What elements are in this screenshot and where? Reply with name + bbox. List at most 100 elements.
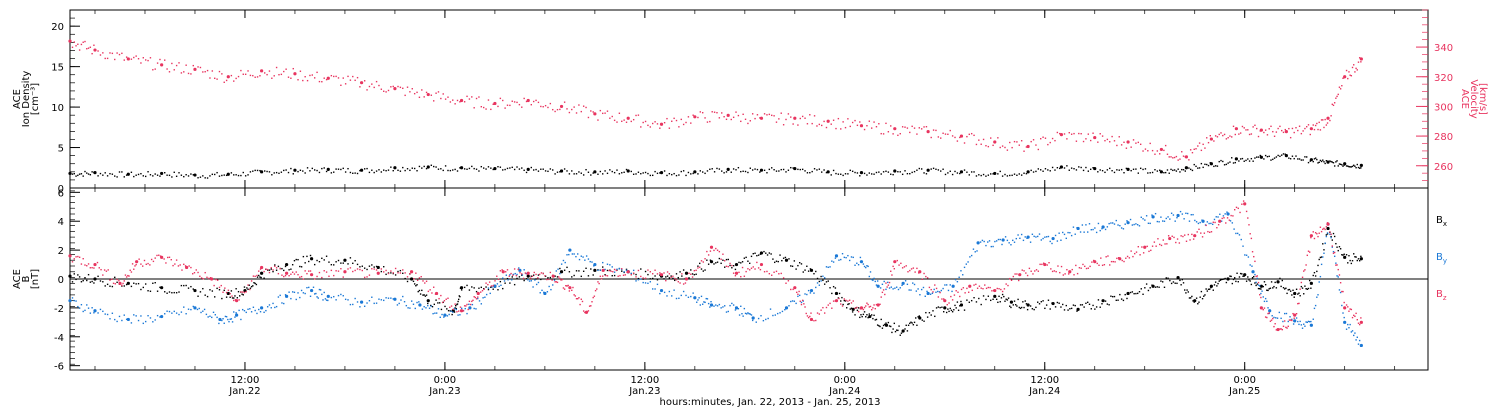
data-point xyxy=(375,269,378,271)
data-point xyxy=(459,101,461,103)
data-point xyxy=(659,273,664,277)
data-point xyxy=(659,122,664,126)
data-point xyxy=(748,312,750,315)
data-point xyxy=(1201,219,1205,223)
data-point xyxy=(1118,169,1120,171)
data-point xyxy=(399,86,402,89)
data-point xyxy=(225,291,228,294)
data-point xyxy=(1182,235,1184,238)
data-point xyxy=(233,297,235,299)
data-point xyxy=(275,171,278,174)
data-point xyxy=(102,274,104,276)
data-point xyxy=(1247,217,1249,219)
x-axis: 12:00Jan.220:00Jan.2312:00Jan.230:00Jan.… xyxy=(228,375,1260,397)
data-point xyxy=(337,259,340,262)
data-point xyxy=(260,265,264,270)
data-point xyxy=(644,270,647,273)
data-point xyxy=(1291,155,1294,157)
data-point xyxy=(187,175,190,177)
data-point xyxy=(882,289,885,291)
data-point xyxy=(553,279,556,281)
data-point xyxy=(1233,228,1235,230)
data-point xyxy=(699,111,702,113)
data-point xyxy=(599,109,602,112)
data-point xyxy=(216,279,219,281)
data-point xyxy=(1022,239,1025,242)
data-point xyxy=(947,308,949,310)
data-point xyxy=(1287,320,1289,323)
data-point xyxy=(959,172,961,175)
data-point xyxy=(1234,209,1236,211)
data-point xyxy=(890,173,892,175)
data-point xyxy=(1301,276,1304,278)
data-point xyxy=(897,288,900,291)
data-point xyxy=(930,288,932,291)
data-point xyxy=(1258,287,1261,290)
data-point xyxy=(480,106,483,108)
data-point xyxy=(901,126,904,128)
data-point xyxy=(366,89,368,91)
data-point xyxy=(1333,255,1336,258)
data-point xyxy=(1082,140,1085,143)
data-point xyxy=(901,329,905,333)
data-point xyxy=(1272,130,1274,133)
data-point xyxy=(606,110,609,112)
data-point xyxy=(502,277,504,279)
data-point xyxy=(1163,172,1165,174)
data-point xyxy=(766,172,768,174)
data-point xyxy=(707,302,710,305)
data-point xyxy=(1254,124,1256,126)
data-point xyxy=(275,66,278,69)
data-point xyxy=(1312,231,1314,233)
data-point xyxy=(778,118,780,120)
data-point xyxy=(649,278,652,280)
data-point xyxy=(308,270,310,272)
data-point xyxy=(447,169,449,172)
data-point xyxy=(901,284,903,287)
data-point xyxy=(98,267,100,269)
data-point xyxy=(359,86,361,88)
data-point xyxy=(1037,235,1039,238)
data-point xyxy=(642,281,644,284)
data-point xyxy=(1332,162,1335,164)
data-point xyxy=(1116,257,1118,260)
data-point xyxy=(1135,223,1137,225)
data-point xyxy=(735,111,737,113)
data-point xyxy=(1304,269,1306,271)
data-point xyxy=(263,277,265,279)
data-point xyxy=(260,276,262,279)
data-point xyxy=(809,315,811,318)
data-point xyxy=(744,170,747,173)
data-point xyxy=(260,69,264,73)
data-point xyxy=(1151,171,1154,174)
data-point xyxy=(1106,169,1109,171)
data-point xyxy=(999,170,1001,173)
data-point xyxy=(1332,252,1335,255)
data-point xyxy=(1129,291,1132,294)
data-point xyxy=(593,262,597,267)
data-point xyxy=(80,43,83,46)
data-point xyxy=(404,272,406,274)
data-point xyxy=(375,265,378,268)
data-point xyxy=(781,259,783,262)
data-point xyxy=(456,99,459,102)
data-point xyxy=(973,284,975,286)
data-point xyxy=(691,276,694,278)
data-point xyxy=(1176,213,1180,218)
data-point xyxy=(356,268,359,270)
data-point xyxy=(916,267,918,270)
data-point xyxy=(1166,153,1169,155)
data-point xyxy=(1025,146,1028,148)
data-point xyxy=(484,296,486,298)
data-point xyxy=(1001,293,1004,296)
data-point xyxy=(1051,137,1054,140)
data-point xyxy=(175,64,178,67)
data-point xyxy=(671,173,673,176)
data-point xyxy=(537,281,540,284)
data-point xyxy=(318,171,321,174)
data-point xyxy=(1284,128,1286,131)
right-y-axis-label: Velocity xyxy=(1468,79,1479,118)
data-point xyxy=(458,310,460,312)
data-point xyxy=(1249,264,1251,266)
data-point xyxy=(1166,243,1168,245)
